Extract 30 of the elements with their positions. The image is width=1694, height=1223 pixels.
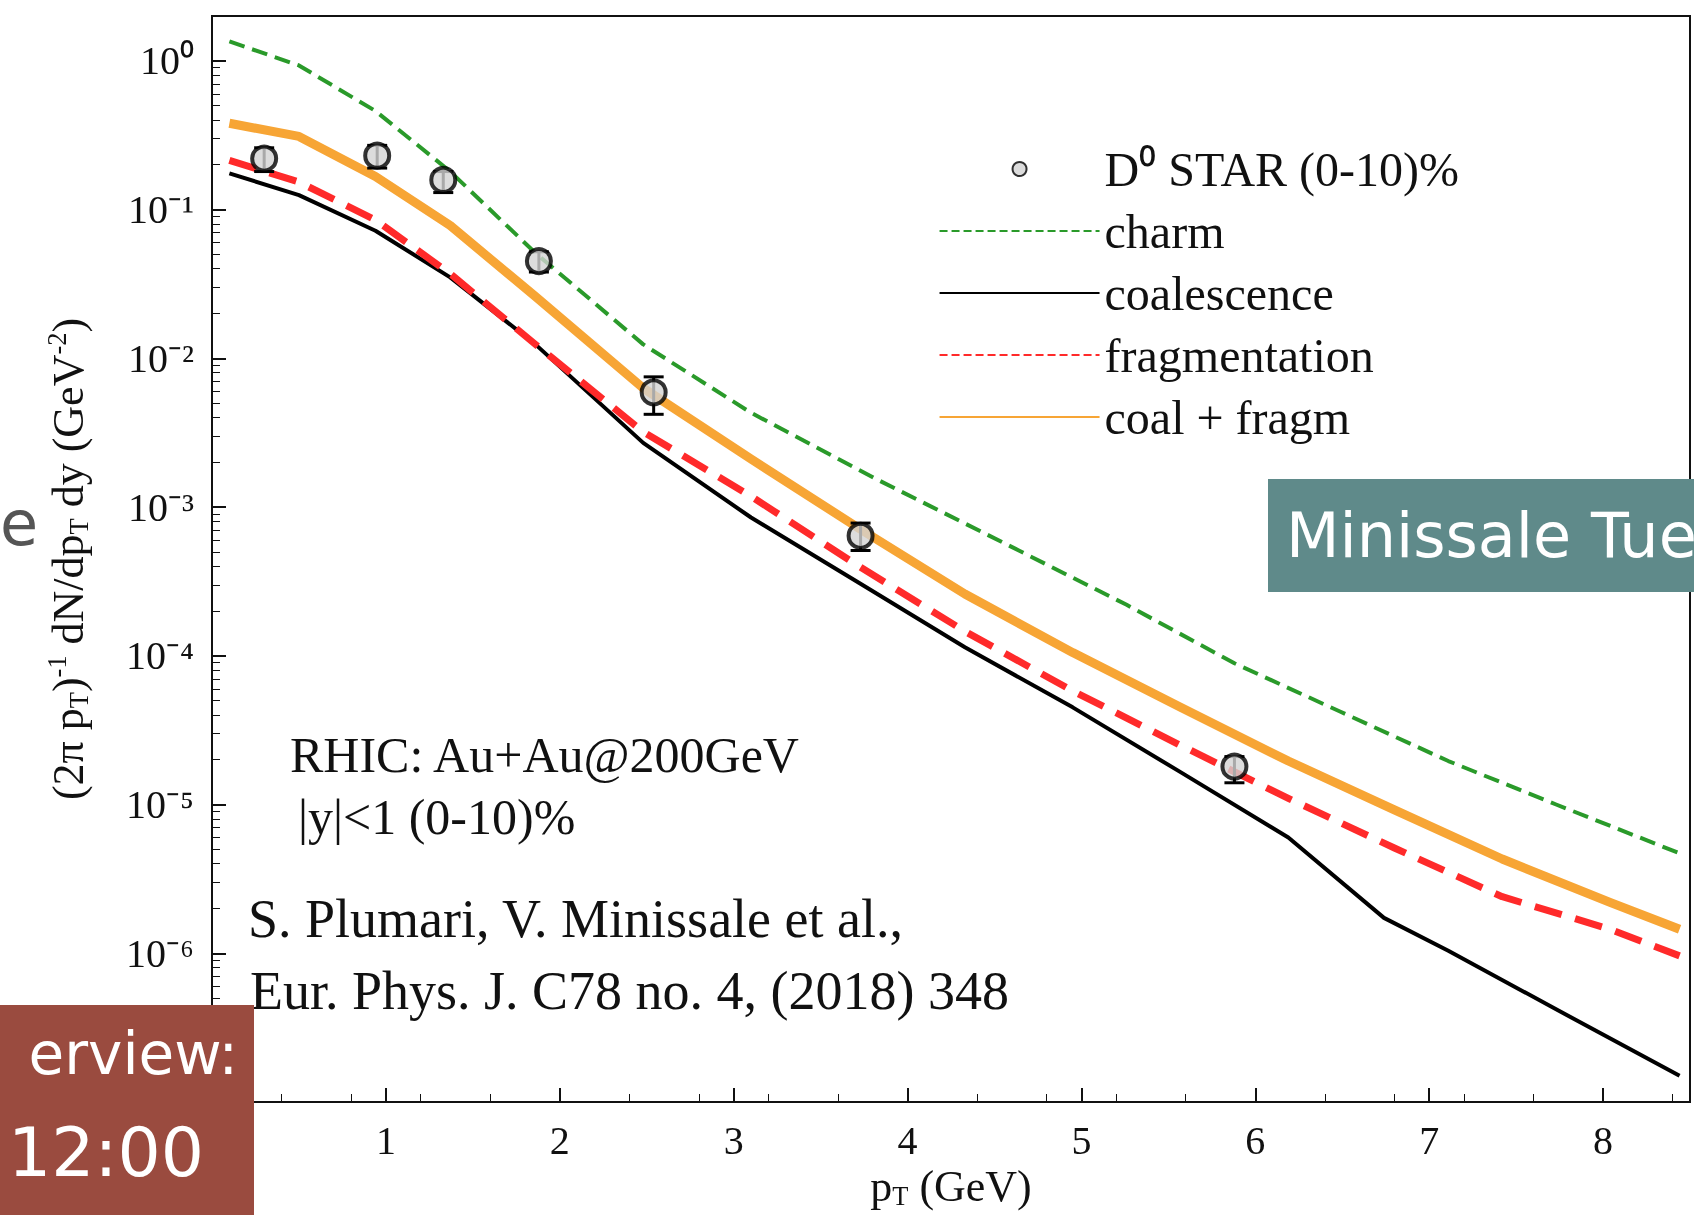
annotation: erview: — [28, 1020, 238, 1088]
x-tick-label: 4 — [897, 1117, 918, 1163]
annotation: Eur. Phys. J. C78 no. 4, (2018) 348 — [250, 961, 1010, 1022]
y-tick-label: 10⁻² — [128, 335, 194, 381]
text: (2π pT)-1 dN/dpT dy (GeV-2) — [42, 317, 94, 801]
text: 12:00 — [0, 1103, 254, 1215]
x-tick-label: 8 — [1593, 1117, 1614, 1163]
x-tick-label: 2 — [549, 1117, 570, 1163]
text: e — [0, 487, 39, 560]
legend-label: coal + fragm — [1104, 390, 1351, 444]
annotation: Minissale Tue — [1268, 479, 1694, 592]
x-axis-title: pT (GeV) — [870, 1162, 1032, 1212]
x-tick-label: 7 — [1419, 1117, 1440, 1163]
y-tick-label: 10⁻⁵ — [126, 782, 194, 828]
annotation: S. Plumari, V. Minissale et al., — [248, 889, 904, 950]
x-tick-label: 6 — [1245, 1117, 1266, 1163]
legend-label: fragmentation — [1104, 328, 1374, 382]
x-tick-label: 3 — [723, 1117, 744, 1163]
y-tick-label: 10⁰ — [140, 38, 194, 84]
y-tick-label: 10⁻³ — [128, 484, 194, 530]
x-tick-label: 5 — [1071, 1117, 1092, 1163]
legend-label: coalescence — [1104, 266, 1334, 320]
y-tick-label: 10⁻¹ — [128, 187, 194, 233]
x-tick-label: 1 — [375, 1117, 396, 1163]
y-tick-label: 10⁻⁶ — [126, 930, 194, 976]
annotation: RHIC: Au+Au@200GeV — [290, 727, 799, 783]
y-tick-label: 10⁻⁴ — [126, 633, 194, 679]
legend-label: charm — [1104, 204, 1225, 258]
annotation: |y|<1 (0-10)% — [298, 789, 576, 845]
legend-label: D⁰ STAR (0-10)% — [1104, 142, 1459, 197]
